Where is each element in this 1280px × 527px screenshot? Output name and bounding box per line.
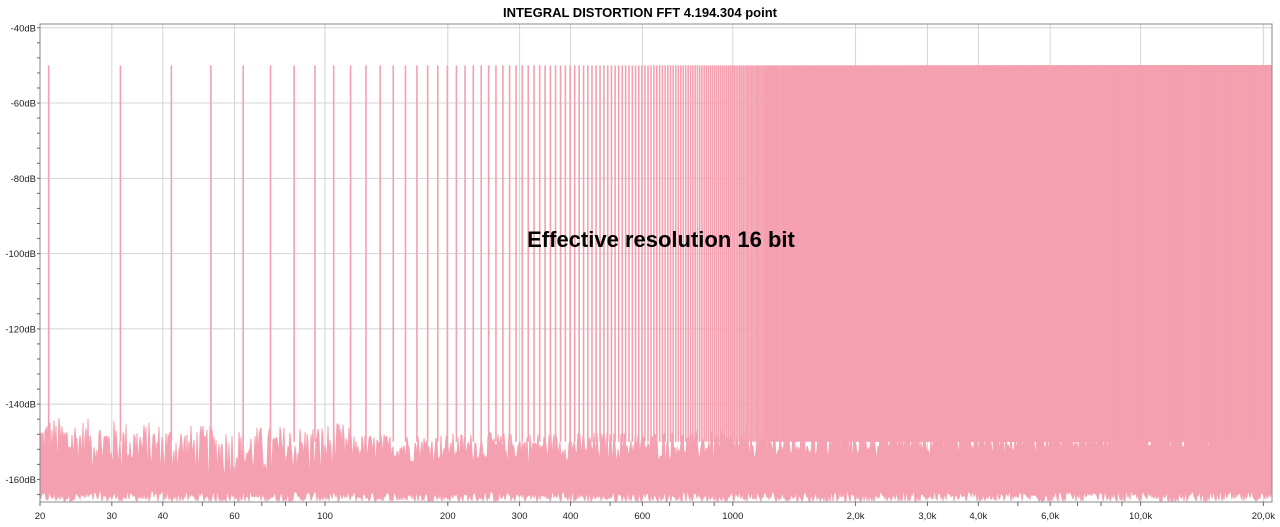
x-tick-label: 20	[35, 511, 46, 522]
noise-floor	[40, 417, 1272, 503]
x-tick-label: 40	[157, 511, 168, 522]
axis-layer: -40dB -60dB -80dB -100dB -120dB -140dB -160dB 2…	[5, 23, 1275, 522]
x-tick-label: 4,0k	[969, 511, 987, 522]
x-tick-label: 2,0k	[847, 511, 865, 522]
x-tick-label: 60	[229, 511, 240, 522]
x-tick-label: 300	[512, 511, 528, 522]
x-tick-label: 30	[107, 511, 118, 522]
annotation-text: Effective resolution 16 bit	[527, 227, 795, 252]
spectrum-trace	[40, 65, 1272, 503]
y-tick-label: -160dB	[5, 475, 36, 486]
x-tick-label: 400	[563, 511, 579, 522]
x-tick-label: 200	[440, 511, 456, 522]
y-tick-label: -80dB	[11, 174, 36, 185]
y-tick-label: -40dB	[11, 23, 36, 34]
x-tick-label: 3,0k	[918, 511, 936, 522]
x-tick-label: 6,0k	[1041, 511, 1059, 522]
x-tick-label: 100	[317, 511, 333, 522]
x-tick-label: 10,0k	[1129, 511, 1152, 522]
x-tick-label: 1000	[722, 511, 743, 522]
plot-frame	[39, 23, 1273, 503]
y-tick-label: -140dB	[5, 400, 36, 411]
y-tick-label: -100dB	[5, 249, 36, 260]
y-tick-label: -120dB	[5, 324, 36, 335]
chart-title: INTEGRAL DISTORTION FFT 4.194.304 point	[502, 5, 777, 20]
x-tick-label: 600	[634, 511, 650, 522]
y-tick-label: -60dB	[11, 99, 36, 110]
x-tick-label: 20,0k	[1252, 511, 1275, 522]
